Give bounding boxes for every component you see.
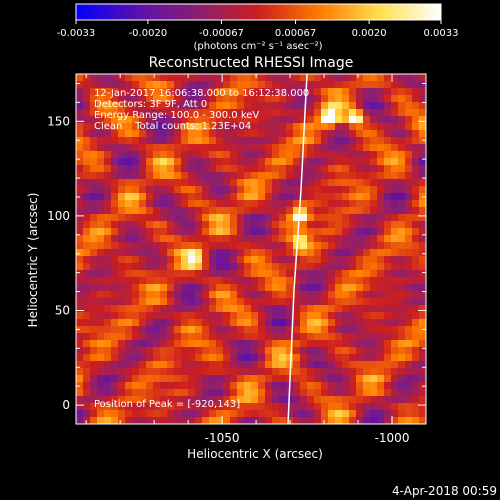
info-line-2: Detectors: 3F 9F, Att 0 xyxy=(94,99,207,110)
y-tick-label: 0 xyxy=(62,398,70,412)
plot-frame xyxy=(75,73,427,425)
x-tick-label: -1050 xyxy=(205,431,240,445)
colorbar-tick-label: -0.0020 xyxy=(129,28,168,39)
axis-ticks: -1050-1000-950050100150 xyxy=(47,74,427,445)
y-tick-label: 150 xyxy=(47,114,70,128)
colorbar-tick-label: 0.00067 xyxy=(275,28,316,39)
info-line-4: Clean Total counts: 1.23E+04 xyxy=(94,121,251,132)
colorbar-tick-label: -0.0033 xyxy=(57,28,96,39)
render-timestamp: 4-Apr-2018 00:59 xyxy=(392,484,497,498)
peak-position-text: Position of Peak = [-920,143] xyxy=(94,399,240,410)
colorbar xyxy=(75,3,442,21)
info-line-3: Energy Range: 100.0 - 300.0 keV xyxy=(94,110,259,121)
y-tick-label: 50 xyxy=(55,303,70,317)
info-line-1: 12-Jan-2017 16:06:38.000 to 16:12:38.000 xyxy=(94,88,309,99)
x-tick-label: -1000 xyxy=(375,431,410,445)
colorbar-unit-label: (photons cm⁻² s⁻¹ asec⁻²) xyxy=(193,41,322,52)
image-title: Reconstructed RHESSI Image xyxy=(149,55,354,71)
x-axis-label: Heliocentric X (arcsec) xyxy=(187,447,323,461)
y-axis-label: Heliocentric Y (arcsec) xyxy=(26,193,40,328)
colorbar-tick-label: -0.00067 xyxy=(199,28,244,39)
reconstructed-image xyxy=(76,74,426,424)
y-tick-label: 100 xyxy=(47,209,70,223)
colorbar-tick-label: 0.0033 xyxy=(424,28,459,39)
colorbar-ticks: -0.0033 -0.0020 -0.00067 0.00067 0.0020 0.003… xyxy=(57,20,459,39)
colorbar-tick-label: 0.0020 xyxy=(352,28,387,39)
solar-limb-line xyxy=(287,74,308,424)
